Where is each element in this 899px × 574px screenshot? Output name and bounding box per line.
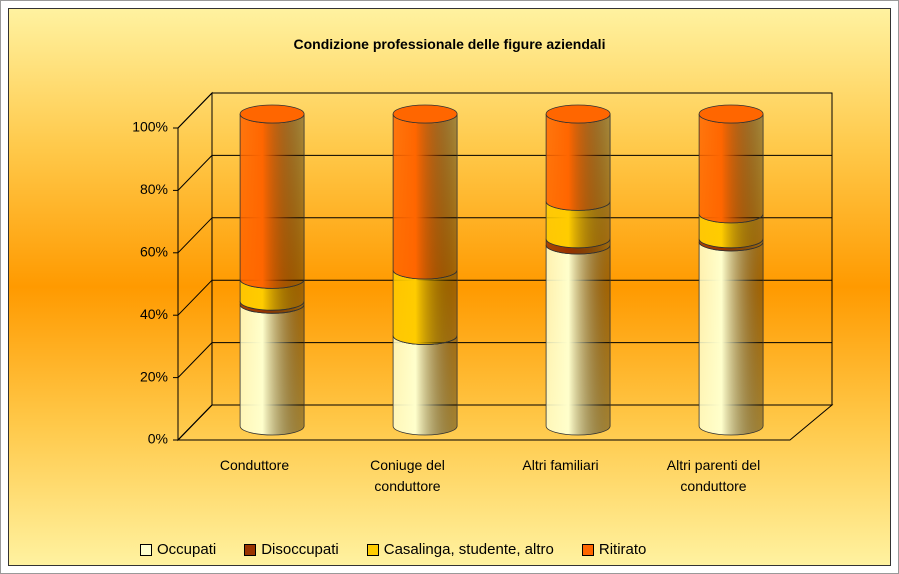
legend: Occupati Disoccupati Casalinga, studente, … [140,541,840,558]
grid-line [177,217,213,254]
side-wall [177,91,213,442]
bar-top [392,104,458,124]
y-tick-label: 0% [148,431,168,447]
x-tick-label: Altri familiari [522,457,599,473]
bar-segment [392,113,458,280]
bar-top [239,104,305,124]
grid-line [177,279,213,316]
y-tick-label: 60% [140,244,168,260]
bar-segment [545,244,611,436]
bar-segment [239,113,305,289]
grid-line [177,342,213,378]
bar-segment [392,335,458,436]
legend-item: Disoccupati [244,541,339,558]
grid-line [177,92,213,129]
bar-segment [545,113,611,211]
x-tick-label: Coniuge del conduttore [370,457,445,494]
y-tick-label: 20% [140,368,168,384]
grid-line [177,404,213,441]
legend-swatch [140,543,152,556]
x-tick-label: Conduttore [219,457,290,473]
grid-line [177,155,213,191]
legend-item: Occupati [140,541,216,558]
legend-label: Ritirato [598,541,647,558]
chart-title: Condizione professionale delle figure az… [293,36,606,52]
legend-swatch [366,543,379,556]
legend-label: Disoccupati [261,541,339,558]
y-tick-label: 40% [140,306,168,322]
legend-item: Ritirato [581,541,647,558]
x-tick-label: Altri parenti del conduttore [666,457,761,494]
legend-swatch [581,543,594,556]
bar-top [545,104,611,124]
bar-segment [239,304,305,436]
y-tick-label: 100% [132,119,168,135]
legend-label: Casalinga, studente, altro [383,541,554,558]
legend-swatch [244,543,257,556]
y-tick-label: 80% [140,181,168,197]
bar-segment [698,113,764,224]
bar-segment [392,269,458,345]
bar-top [698,104,764,124]
bar-segment [698,241,764,436]
legend-label: Occupati [157,541,217,558]
legend-item: Casalinga, studente, altro [366,541,554,558]
